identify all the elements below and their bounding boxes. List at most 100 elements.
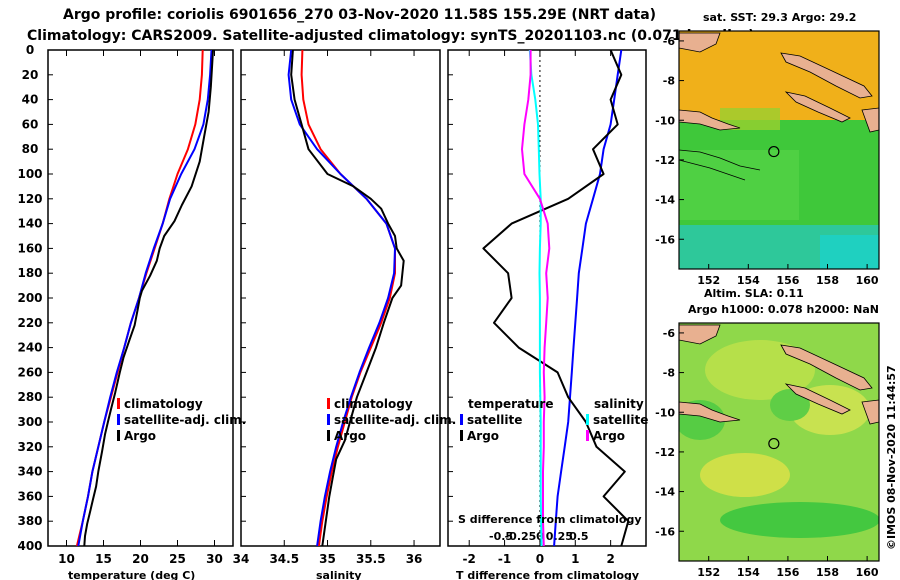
salinity-plot-frame	[240, 49, 441, 547]
legend-label-climatology: climatology	[124, 397, 203, 411]
land-louisiade	[679, 401, 741, 423]
x-tick-label: -1	[498, 552, 511, 566]
legend-label-s-argo: Argo	[593, 429, 625, 443]
lat-tick-label: -10	[655, 406, 675, 419]
lon-tick-label: 154	[737, 566, 760, 579]
t-difference-axis-label: T difference from climatology	[456, 569, 639, 580]
y-tick-label: 120	[17, 192, 42, 206]
salinity-axis-ticks: 34 34.5 35 35.5 36	[233, 49, 422, 566]
lon-tick-label: 158	[816, 274, 839, 287]
legend-swatch-s-satellite	[586, 414, 589, 425]
lat-tick-label: -8	[663, 75, 675, 88]
difference-legend-salinity: salinity satellite Argo	[586, 397, 648, 443]
land-makira	[861, 399, 879, 425]
sst-map	[679, 31, 879, 269]
lon-tick-label: 152	[697, 566, 720, 579]
legend-label-climatology: climatology	[334, 397, 413, 411]
lat-tick-label: -6	[663, 35, 676, 48]
lon-tick-label: 156	[776, 274, 799, 287]
series-line-salinity-satellite	[528, 50, 543, 546]
lon-tick-label: 160	[856, 274, 879, 287]
legend-label-satellite: satellite-adj. clim.	[334, 413, 456, 427]
temperature-axis-label: temperature (deg C)	[68, 569, 195, 580]
y-tick-label: 60	[22, 117, 39, 131]
x-tick-label: 20	[132, 552, 149, 566]
x-tick-label: 0	[536, 552, 544, 566]
series-line-salinity-argo	[521, 50, 551, 546]
land-new-guinea	[679, 324, 721, 345]
y-tick-label: 340	[17, 465, 42, 479]
y-tick-label: 160	[17, 241, 42, 255]
series-line-temperature-argo	[482, 50, 630, 546]
y-tick-label: 180	[17, 266, 42, 280]
y-tick-label: 80	[22, 142, 39, 156]
lon-tick-label: 152	[697, 274, 720, 287]
y-tick-label: 140	[17, 217, 42, 231]
lat-tick-label: -14	[655, 194, 675, 207]
sst-map-title: sat. SST: 29.3 Argo: 29.2	[703, 11, 856, 24]
s-difference-axis-label: S difference from climatology	[458, 513, 642, 526]
legend-label-argo: Argo	[124, 429, 156, 443]
temperature-axis-ticks: 10 15 20 25 30	[48, 49, 223, 566]
sla-map	[679, 323, 879, 561]
argo-float-marker	[768, 145, 780, 158]
sla-map-title-1: Altim. SLA: 0.11	[704, 287, 804, 300]
legend-label-argo: Argo	[334, 429, 366, 443]
x-tick-label: 10	[58, 552, 75, 566]
y-tick-label: 380	[17, 514, 42, 528]
s-tick-label: 0.25	[546, 530, 573, 543]
x-tick-label: 35.5	[356, 552, 386, 566]
x-tick-label: 35	[319, 552, 336, 566]
lat-tick-label: -12	[655, 446, 675, 459]
lat-tick-label: -14	[655, 486, 675, 499]
y-tick-label: 300	[17, 415, 42, 429]
land-solomon-islands-south	[784, 383, 851, 415]
sla-map-title-2: Argo h1000: 0.078 h2000: NaN	[688, 303, 879, 316]
x-tick-label: 30	[206, 552, 223, 566]
sla-low-band	[720, 502, 879, 538]
x-tick-label: 1	[571, 552, 579, 566]
land-solomon-islands-north	[780, 52, 873, 99]
lat-tick-label: -6	[663, 327, 676, 340]
x-tick-label: 25	[169, 552, 186, 566]
lon-tick-label: 154	[737, 274, 760, 287]
y-tick-label: 280	[17, 390, 42, 404]
y-tick-label: 260	[17, 365, 42, 379]
y-tick-label: 0	[26, 43, 34, 57]
legend-swatch-satellite	[327, 414, 330, 425]
salinity-legend: climatology satellite-adj. clim. Argo	[327, 397, 456, 443]
y-tick-label: 400	[17, 539, 42, 553]
land-louisiade	[679, 109, 741, 131]
land-solomon-islands-south	[784, 91, 851, 123]
legend-swatch-satellite	[117, 414, 120, 425]
lat-tick-label: -16	[655, 233, 675, 246]
legend-swatch-argo	[327, 430, 330, 441]
sst-transition-patch	[720, 108, 780, 130]
sst-map-ticks: 152 154 156 158 160 -6 -8 -10 -12 -14 -16	[655, 35, 879, 287]
series-line-climatology	[300, 50, 396, 546]
bathymetry-contour	[679, 149, 761, 181]
legend-label-s-satellite: satellite	[593, 413, 648, 427]
legend-swatch-climatology	[117, 398, 120, 409]
land-new-guinea	[679, 32, 721, 53]
lat-tick-label: -16	[655, 525, 675, 538]
x-tick-label: 2	[606, 552, 614, 566]
pressure-axis-ticks: 0 20 40 60 80 100 120 140 160 180 200 220 240 260 280 3…	[17, 43, 42, 553]
legend-label-t-satellite: satellite	[467, 413, 522, 427]
y-tick-label: 220	[17, 316, 42, 330]
temperature-legend: climatology satellite-adj. clim. Argo	[117, 397, 246, 443]
land-solomon-islands-north	[780, 344, 873, 391]
x-tick-label: -2	[463, 552, 476, 566]
sla-low-patch-center	[770, 389, 810, 421]
lon-tick-label: 158	[816, 566, 839, 579]
x-tick-label: 34.5	[269, 552, 299, 566]
s-tick-label: -0.25	[505, 530, 537, 543]
argo-float-marker	[768, 437, 780, 450]
sla-high-patch-south	[700, 453, 790, 497]
legend-swatch-argo	[117, 430, 120, 441]
lat-tick-label: -12	[655, 154, 675, 167]
y-tick-label: 40	[22, 93, 39, 107]
